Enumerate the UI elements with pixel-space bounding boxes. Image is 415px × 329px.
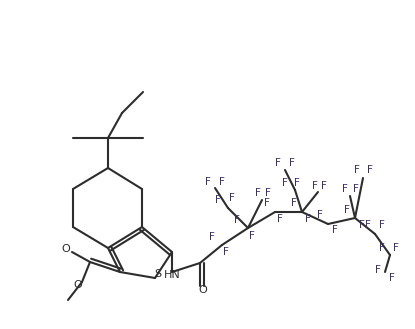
- Text: F: F: [282, 178, 288, 188]
- Text: F: F: [255, 188, 261, 198]
- Text: F: F: [321, 181, 327, 191]
- Text: F: F: [275, 158, 281, 168]
- Text: F: F: [379, 220, 385, 230]
- Text: F: F: [389, 273, 395, 283]
- Text: HN: HN: [164, 270, 181, 280]
- Text: F: F: [249, 231, 255, 241]
- Text: F: F: [353, 184, 359, 194]
- Text: F: F: [291, 198, 297, 208]
- Text: F: F: [359, 220, 365, 230]
- Text: F: F: [277, 214, 283, 224]
- Text: F: F: [393, 243, 399, 253]
- Text: F: F: [234, 215, 240, 225]
- Text: F: F: [354, 165, 360, 175]
- Text: F: F: [264, 198, 270, 208]
- Text: O: O: [61, 244, 71, 254]
- Text: F: F: [379, 243, 385, 253]
- Text: O: O: [73, 280, 82, 290]
- Text: F: F: [312, 181, 318, 191]
- Text: S: S: [154, 269, 161, 279]
- Text: F: F: [305, 214, 311, 224]
- Text: F: F: [215, 195, 221, 205]
- Text: F: F: [367, 165, 373, 175]
- Text: F: F: [205, 177, 211, 187]
- Text: F: F: [294, 178, 300, 188]
- Text: F: F: [229, 193, 235, 203]
- Text: F: F: [219, 177, 225, 187]
- Text: F: F: [332, 225, 338, 235]
- Text: F: F: [265, 188, 271, 198]
- Text: F: F: [344, 205, 350, 215]
- Text: F: F: [342, 184, 348, 194]
- Text: F: F: [223, 247, 229, 257]
- Text: F: F: [365, 220, 371, 230]
- Text: F: F: [289, 158, 295, 168]
- Text: F: F: [317, 210, 323, 220]
- Text: F: F: [209, 232, 215, 242]
- Text: F: F: [375, 265, 381, 275]
- Text: O: O: [199, 285, 208, 295]
